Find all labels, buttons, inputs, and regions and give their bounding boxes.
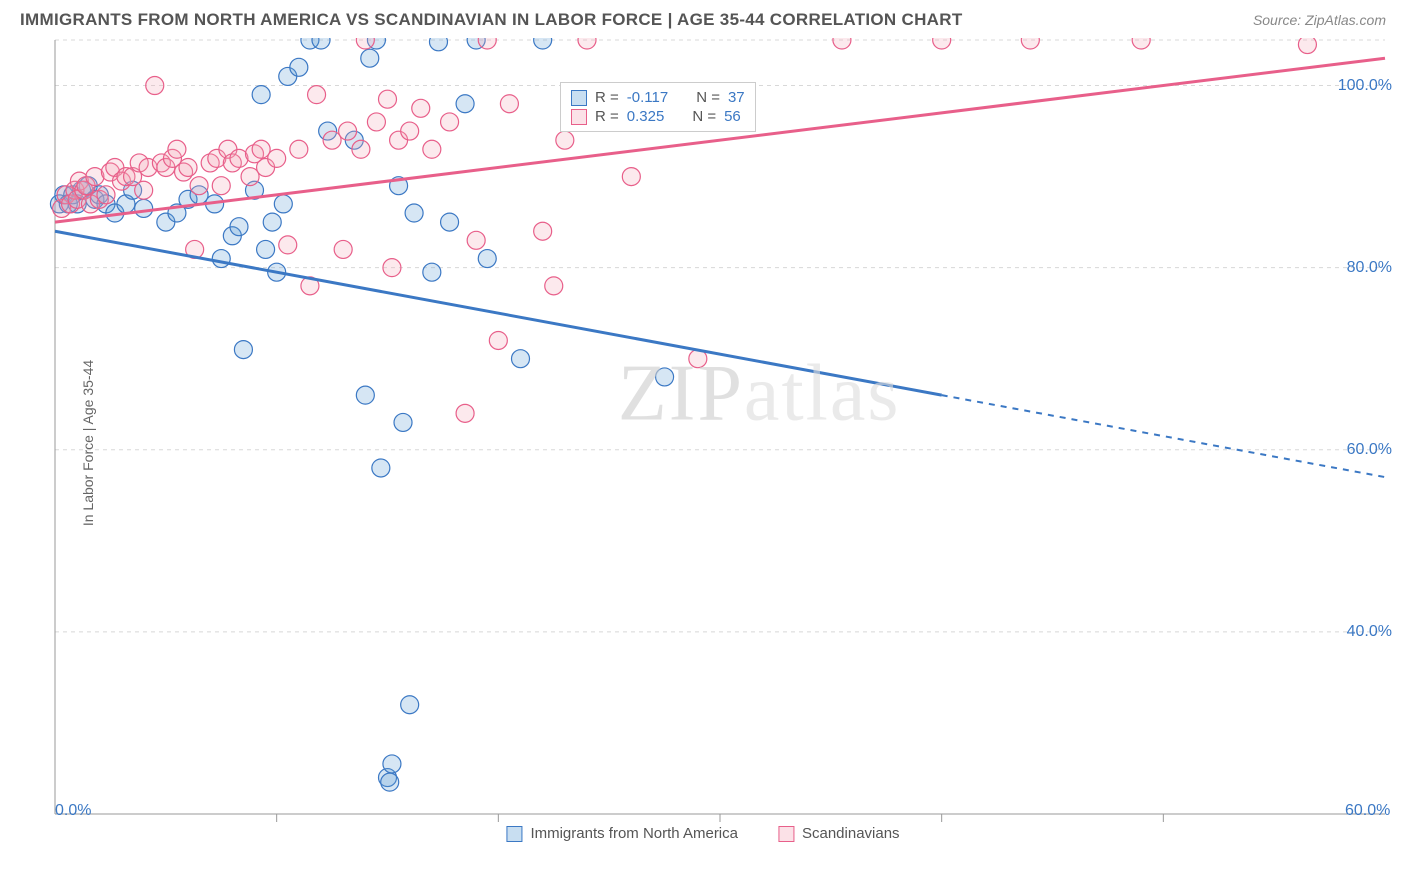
- legend-label: Immigrants from North America: [530, 825, 738, 842]
- data-point: [394, 413, 412, 431]
- series-legend: Immigrants from North America Scandinavi…: [506, 825, 899, 842]
- chart-area: In Labor Force | Age 35-44 ZIPatlas R =-…: [0, 38, 1406, 848]
- data-point: [361, 49, 379, 67]
- legend-swatch-icon: [571, 109, 587, 125]
- r-label: R =: [595, 89, 619, 106]
- data-point: [578, 38, 596, 49]
- y-tick-label: 60.0%: [1347, 441, 1392, 459]
- chart-header: IMMIGRANTS FROM NORTH AMERICA VS SCANDIN…: [0, 0, 1406, 38]
- data-point: [478, 250, 496, 268]
- data-point: [252, 86, 270, 104]
- scatter-chart-svg: [0, 38, 1406, 848]
- chart-title: IMMIGRANTS FROM NORTH AMERICA VS SCANDIN…: [20, 10, 963, 30]
- y-tick-label: 80.0%: [1347, 259, 1392, 277]
- x-tick-label: 0.0%: [55, 802, 91, 820]
- y-tick-label: 40.0%: [1347, 623, 1392, 641]
- y-tick-label: 100.0%: [1338, 77, 1392, 95]
- r-label: R =: [595, 108, 619, 125]
- stats-legend-box: R =-0.117N =37R =0.325N =56: [560, 82, 756, 132]
- data-point: [308, 86, 326, 104]
- data-point: [423, 263, 441, 281]
- data-point: [279, 236, 297, 254]
- data-point: [534, 222, 552, 240]
- data-point: [441, 113, 459, 131]
- n-value: 56: [724, 108, 741, 125]
- r-value: -0.117: [627, 89, 668, 106]
- n-value: 37: [728, 89, 745, 106]
- data-point: [257, 240, 275, 258]
- x-tick-label: 60.0%: [1345, 802, 1390, 820]
- data-point: [263, 213, 281, 231]
- legend-swatch-icon: [506, 826, 522, 842]
- data-point: [372, 459, 390, 477]
- data-point: [367, 113, 385, 131]
- data-point: [534, 38, 552, 49]
- data-point: [556, 131, 574, 149]
- data-point: [268, 149, 286, 167]
- legend-item-scandinavians: Scandinavians: [778, 825, 900, 842]
- data-point: [441, 213, 459, 231]
- data-point: [545, 277, 563, 295]
- data-point: [379, 90, 397, 108]
- n-label: N =: [696, 89, 720, 106]
- data-point: [234, 341, 252, 359]
- data-point: [456, 95, 474, 113]
- data-point: [456, 404, 474, 422]
- r-value: 0.325: [627, 108, 665, 125]
- data-point: [230, 218, 248, 236]
- data-point: [401, 696, 419, 714]
- data-point: [212, 250, 230, 268]
- data-point: [356, 386, 374, 404]
- n-label: N =: [692, 108, 716, 125]
- data-point: [383, 259, 401, 277]
- data-point: [656, 368, 674, 386]
- data-point: [622, 168, 640, 186]
- data-point: [405, 204, 423, 222]
- trend-line: [55, 231, 942, 395]
- data-point: [274, 195, 292, 213]
- legend-label: Scandinavians: [802, 825, 900, 842]
- data-point: [212, 177, 230, 195]
- stats-legend-row: R = -0.117 N = 37: [571, 89, 745, 106]
- legend-item-north-america: Immigrants from North America: [506, 825, 738, 842]
- legend-swatch-icon: [778, 826, 794, 842]
- data-point: [383, 755, 401, 773]
- data-point: [429, 38, 447, 51]
- data-point: [339, 122, 357, 140]
- data-point: [512, 350, 530, 368]
- data-point: [467, 231, 485, 249]
- data-point: [489, 331, 507, 349]
- legend-swatch-icon: [571, 90, 587, 106]
- data-point: [381, 773, 399, 791]
- data-point: [290, 58, 308, 76]
- data-point: [1021, 38, 1039, 49]
- data-point: [833, 38, 851, 49]
- data-point: [352, 140, 370, 158]
- data-point: [168, 140, 186, 158]
- data-point: [1298, 38, 1316, 54]
- data-point: [252, 140, 270, 158]
- data-point: [179, 158, 197, 176]
- data-point: [135, 199, 153, 217]
- data-point: [1132, 38, 1150, 49]
- data-point: [97, 186, 115, 204]
- source-label: Source: ZipAtlas.com: [1253, 12, 1386, 28]
- data-point: [190, 177, 208, 195]
- data-point: [290, 140, 308, 158]
- data-point: [500, 95, 518, 113]
- data-point: [334, 240, 352, 258]
- data-point: [323, 131, 341, 149]
- stats-legend-row: R = 0.325 N = 56: [571, 108, 745, 125]
- data-point: [401, 122, 419, 140]
- data-point: [146, 77, 164, 95]
- data-point: [241, 168, 259, 186]
- data-point: [423, 140, 441, 158]
- data-point: [412, 99, 430, 117]
- data-point: [933, 38, 951, 49]
- trend-line-extrapolated: [942, 395, 1385, 477]
- data-point: [135, 181, 153, 199]
